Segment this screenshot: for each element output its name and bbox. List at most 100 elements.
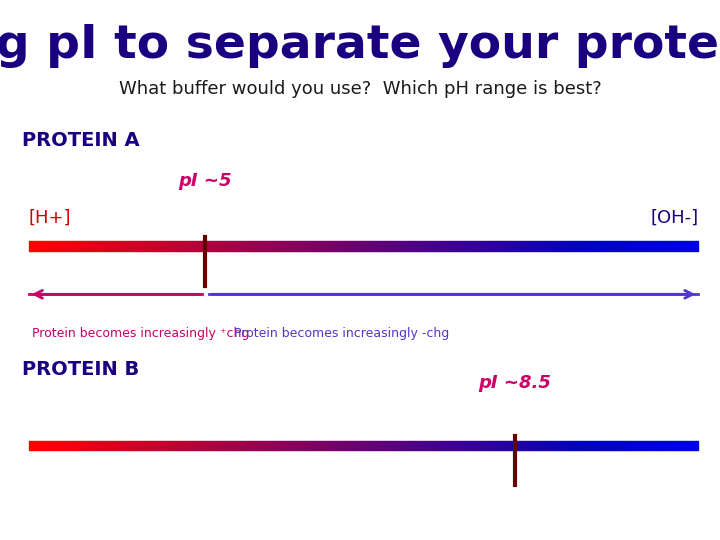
Bar xyxy=(513,241,516,251)
Bar xyxy=(183,241,185,251)
Bar xyxy=(357,441,359,450)
Bar xyxy=(580,441,582,450)
Bar xyxy=(534,441,536,450)
Bar xyxy=(647,241,649,251)
Bar xyxy=(582,241,585,251)
Bar xyxy=(520,241,522,251)
Bar xyxy=(120,441,122,450)
Bar xyxy=(69,241,71,251)
Bar xyxy=(147,441,149,450)
Bar xyxy=(199,441,201,450)
Text: What buffer would you use?  Which pH range is best?: What buffer would you use? Which pH rang… xyxy=(119,80,601,98)
Bar xyxy=(258,441,261,450)
Bar xyxy=(382,241,384,251)
Bar xyxy=(536,441,538,450)
Bar xyxy=(238,441,240,450)
Bar xyxy=(576,441,578,450)
Bar xyxy=(419,241,422,251)
Bar xyxy=(518,441,520,450)
Bar xyxy=(33,441,35,450)
Bar xyxy=(205,441,207,450)
Bar xyxy=(214,441,216,450)
Bar xyxy=(569,441,571,450)
Bar xyxy=(538,441,540,450)
Bar xyxy=(145,441,147,450)
Bar xyxy=(400,441,402,450)
Text: Using pI to separate your protein(s): Using pI to separate your protein(s) xyxy=(0,23,720,69)
Bar xyxy=(569,241,571,251)
Bar xyxy=(335,241,337,251)
Bar xyxy=(225,241,228,251)
Bar xyxy=(392,441,395,450)
Bar xyxy=(323,241,325,251)
Bar xyxy=(76,241,78,251)
Bar xyxy=(696,441,698,450)
Bar xyxy=(58,441,60,450)
Bar xyxy=(392,241,395,251)
Bar xyxy=(467,441,469,450)
Bar xyxy=(674,241,676,251)
Bar xyxy=(317,241,319,251)
Bar xyxy=(667,241,670,251)
Bar xyxy=(122,241,125,251)
Bar xyxy=(546,241,549,251)
Bar xyxy=(690,441,692,450)
Bar xyxy=(504,441,506,450)
Bar xyxy=(549,441,551,450)
Bar xyxy=(73,441,76,450)
Bar xyxy=(51,241,53,251)
Bar xyxy=(685,441,687,450)
Bar xyxy=(556,441,558,450)
Bar xyxy=(201,241,203,251)
Bar xyxy=(687,441,690,450)
Bar xyxy=(424,441,426,450)
Bar xyxy=(85,441,87,450)
Bar xyxy=(377,241,379,251)
Bar xyxy=(618,241,621,251)
Bar xyxy=(80,241,82,251)
Bar xyxy=(288,441,290,450)
Bar xyxy=(230,241,232,251)
Bar xyxy=(487,241,489,251)
Bar xyxy=(62,441,65,450)
Bar xyxy=(102,441,104,450)
Bar xyxy=(161,241,163,251)
Bar xyxy=(384,241,386,251)
Bar xyxy=(154,241,156,251)
Bar xyxy=(660,241,662,251)
Bar xyxy=(294,241,297,251)
Bar xyxy=(323,441,325,450)
Bar xyxy=(388,441,390,450)
Bar xyxy=(415,441,417,450)
Bar xyxy=(140,441,143,450)
Bar xyxy=(140,241,143,251)
Bar xyxy=(449,441,451,450)
Bar xyxy=(511,241,513,251)
Bar xyxy=(522,241,524,251)
Bar xyxy=(294,441,297,450)
Bar xyxy=(546,441,549,450)
Bar xyxy=(379,241,382,251)
Bar xyxy=(261,241,264,251)
Bar xyxy=(613,441,616,450)
Bar xyxy=(500,241,502,251)
Bar xyxy=(498,441,500,450)
Bar xyxy=(607,441,609,450)
Bar xyxy=(589,241,591,251)
Bar xyxy=(459,241,462,251)
Bar xyxy=(631,441,634,450)
Bar xyxy=(473,241,475,251)
Bar xyxy=(500,441,502,450)
Bar xyxy=(595,241,598,251)
Bar xyxy=(223,241,225,251)
Bar xyxy=(640,441,642,450)
Bar xyxy=(431,241,433,251)
Bar xyxy=(114,241,116,251)
Bar xyxy=(225,441,228,450)
Bar xyxy=(625,241,627,251)
Bar xyxy=(179,441,181,450)
Bar xyxy=(51,441,53,450)
Bar xyxy=(410,441,413,450)
Bar xyxy=(542,441,544,450)
Bar xyxy=(397,441,400,450)
